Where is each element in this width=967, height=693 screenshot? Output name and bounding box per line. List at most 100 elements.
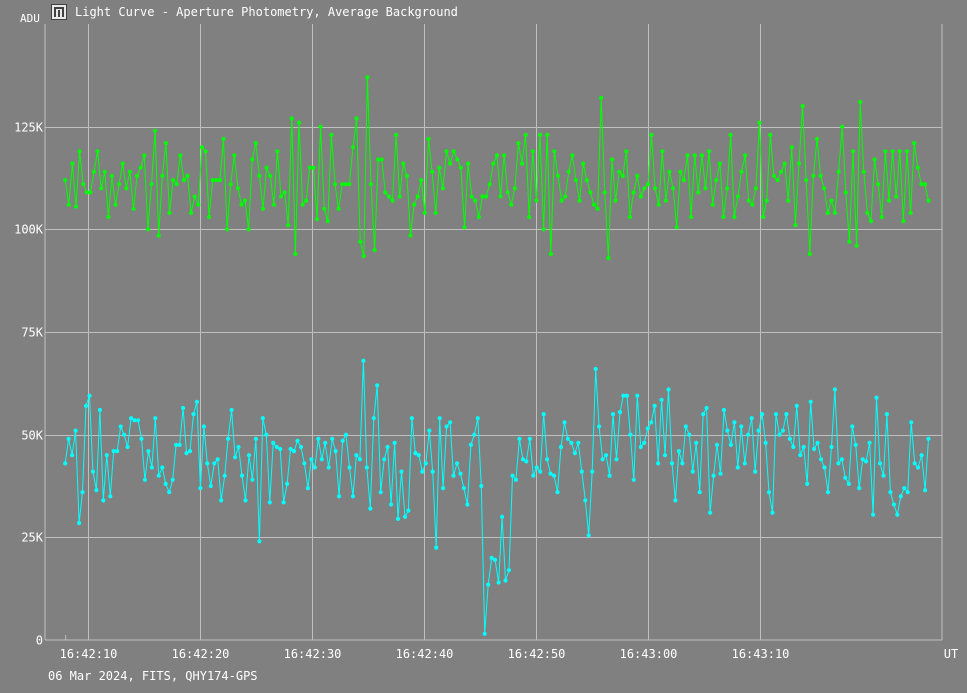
data-point xyxy=(760,412,765,417)
data-point xyxy=(606,256,611,261)
data-point xyxy=(125,444,130,450)
data-point xyxy=(257,539,262,544)
data-point xyxy=(678,169,683,174)
data-point xyxy=(109,173,114,178)
data-point xyxy=(530,149,535,154)
data-point xyxy=(743,153,748,158)
data-point xyxy=(681,178,687,183)
data-point xyxy=(805,481,810,486)
data-point xyxy=(663,198,669,203)
data-point xyxy=(124,186,129,191)
data-point xyxy=(181,178,186,183)
light-curve-app-icon[interactable] xyxy=(51,4,67,20)
data-point xyxy=(812,446,817,452)
data-point xyxy=(607,473,612,478)
data-point xyxy=(476,214,481,220)
data-point xyxy=(63,178,68,183)
data-point xyxy=(253,436,258,441)
data-point xyxy=(843,475,848,480)
data-point xyxy=(513,477,519,482)
data-point xyxy=(117,182,122,187)
data-point xyxy=(818,173,823,178)
data-point xyxy=(462,225,467,230)
data-point xyxy=(437,416,442,421)
data-point xyxy=(278,446,283,452)
data-point xyxy=(210,178,215,183)
data-point xyxy=(77,149,82,154)
data-point xyxy=(825,490,831,495)
data-point xyxy=(874,395,879,400)
data-point xyxy=(689,214,694,220)
data-point xyxy=(94,488,99,493)
data-point xyxy=(577,198,582,203)
data-point xyxy=(336,206,341,211)
data-point xyxy=(912,141,917,146)
data-point xyxy=(198,486,203,491)
data-point xyxy=(701,412,706,417)
data-point xyxy=(645,182,651,187)
data-point xyxy=(451,149,456,154)
title-bar: Light Curve - Aperture Photometry, Avera… xyxy=(0,0,967,24)
data-point xyxy=(236,444,241,450)
data-point xyxy=(538,469,543,474)
data-point xyxy=(894,194,899,199)
data-point xyxy=(286,223,291,228)
data-point xyxy=(884,412,890,417)
data-point xyxy=(877,461,883,466)
data-point xyxy=(850,149,856,154)
data-point xyxy=(142,477,147,482)
data-point xyxy=(440,186,445,191)
data-point xyxy=(83,403,89,408)
data-point xyxy=(246,453,252,458)
data-point xyxy=(242,198,248,203)
data-point xyxy=(402,514,408,519)
data-point xyxy=(268,173,273,178)
data-point xyxy=(300,202,305,207)
data-point xyxy=(631,477,636,482)
data-point xyxy=(642,186,647,191)
data-point xyxy=(631,190,636,195)
data-point xyxy=(291,449,297,454)
data-point xyxy=(354,116,359,121)
data-point xyxy=(253,141,258,146)
data-point xyxy=(437,165,442,170)
data-point xyxy=(725,186,730,191)
data-point xyxy=(512,186,518,191)
data-point xyxy=(382,457,387,462)
data-point xyxy=(690,469,695,474)
data-point xyxy=(627,214,633,220)
data-point xyxy=(890,149,895,154)
data-point xyxy=(350,145,356,150)
data-point xyxy=(739,424,744,429)
data-point xyxy=(330,436,335,441)
data-point xyxy=(784,412,789,417)
data-point xyxy=(524,459,529,464)
data-point xyxy=(95,149,100,154)
data-point xyxy=(537,132,543,137)
data-point xyxy=(552,149,557,154)
data-point xyxy=(777,432,782,437)
y-tick-label: 75K xyxy=(21,326,43,340)
data-point xyxy=(426,136,431,142)
data-point xyxy=(588,190,593,195)
data-point xyxy=(789,145,794,150)
data-point xyxy=(534,198,539,203)
data-point xyxy=(857,486,862,491)
data-point xyxy=(902,486,907,491)
data-point xyxy=(576,440,581,445)
data-point xyxy=(333,449,338,454)
x-tick-label: 16:42:30 xyxy=(284,647,342,661)
data-point xyxy=(822,186,827,191)
data-point xyxy=(711,473,716,478)
data-point xyxy=(735,465,740,470)
data-point xyxy=(794,403,799,408)
data-point xyxy=(138,165,143,170)
data-point xyxy=(879,214,884,220)
data-point xyxy=(645,426,650,431)
data-point xyxy=(444,149,449,154)
data-point xyxy=(735,194,741,199)
data-point xyxy=(219,498,224,503)
data-point xyxy=(472,432,477,437)
data-point xyxy=(288,446,293,452)
data-point xyxy=(63,461,68,466)
